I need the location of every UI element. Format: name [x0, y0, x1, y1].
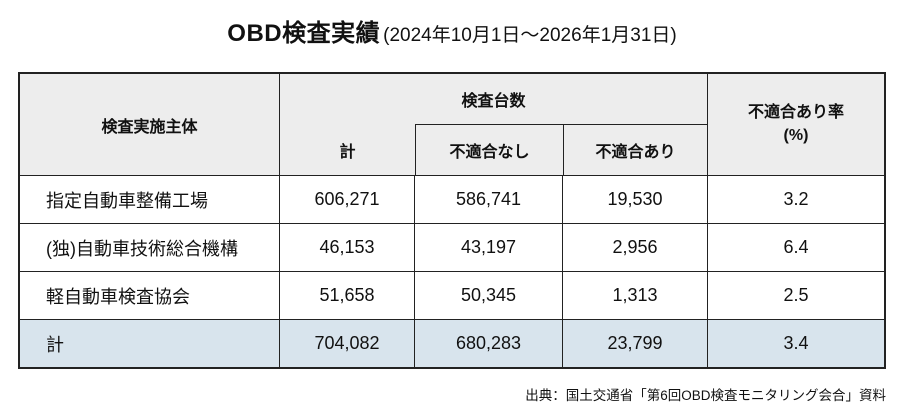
- cell-fail: 23,799: [563, 320, 708, 367]
- header-fail-rate-line2: (%): [783, 126, 809, 144]
- header-group-inspection-count: 検査台数 計 不適合なし 不適合あり: [280, 74, 708, 175]
- cell-fail-rate: 3.2: [783, 189, 809, 209]
- cell-no-fail: 680,283: [415, 320, 563, 367]
- source-citation: 出典：国土交通省「第6回OBD検査モニタリング会合」資料: [525, 388, 886, 403]
- table-row-total: 計 704,082 680,283 23,799 3.4: [20, 319, 884, 367]
- cell-entity: 計: [20, 320, 280, 367]
- cell-total: 46,153: [280, 224, 415, 271]
- header-cell-fail-rate: 不適合あり率 (%): [708, 74, 884, 175]
- header-cell-fail: 不適合あり: [563, 124, 707, 175]
- cell-fail: 2,956: [563, 224, 708, 271]
- title-period: (2024年10月1日～2026年1月31日): [383, 25, 677, 46]
- cell-fail: 19,530: [563, 176, 708, 223]
- cell-entity: (独)自動車技術総合機構: [20, 224, 280, 271]
- page-title: OBD検査実績 (2024年10月1日～2026年1月31日): [0, 13, 904, 48]
- cell-total: 606,271: [280, 176, 415, 223]
- table-row: (独)自動車技術総合機構 46,153 43,197 2,956 6.4: [20, 223, 884, 271]
- header-subrow: 計 不適合なし 不適合あり: [280, 124, 707, 175]
- cell-fail-rate: 6.4: [783, 237, 809, 257]
- cell-fail: 1,313: [563, 272, 708, 319]
- header-cell-total: 計: [339, 143, 356, 161]
- cell-entity: 指定自動車整備工場: [20, 176, 280, 223]
- header-cell-entity: 検査実施主体: [20, 74, 280, 175]
- cell-fail-rate: 2.5: [783, 285, 809, 305]
- cell-no-fail: 43,197: [415, 224, 563, 271]
- table-header: 検査実施主体 検査台数 計 不適合なし 不適合あり 不適合あり率 (%): [20, 74, 884, 175]
- cell-total: 704,082: [280, 320, 415, 367]
- cell-total: 51,658: [280, 272, 415, 319]
- cell-entity: 軽自動車検査協会: [20, 272, 280, 319]
- header-fail-rate-line1: 不適合あり率: [747, 104, 844, 122]
- cell-fail-rate: 3.4: [783, 333, 809, 353]
- header-cell-inspection-count: 検査台数: [461, 93, 526, 110]
- table-row: 指定自動車整備工場 606,271 586,741 19,530 3.2: [20, 175, 884, 223]
- table-row: 軽自動車検査協会 51,658 50,345 1,313 2.5: [20, 271, 884, 319]
- header-cell-no-fail: 不適合なし: [415, 124, 563, 175]
- obd-results-table: 検査実施主体 検査台数 計 不適合なし 不適合あり 不適合あり率 (%) 指定自…: [18, 72, 886, 369]
- cell-no-fail: 50,345: [415, 272, 563, 319]
- title-main: OBD検査実績: [227, 20, 381, 47]
- cell-no-fail: 586,741: [415, 176, 563, 223]
